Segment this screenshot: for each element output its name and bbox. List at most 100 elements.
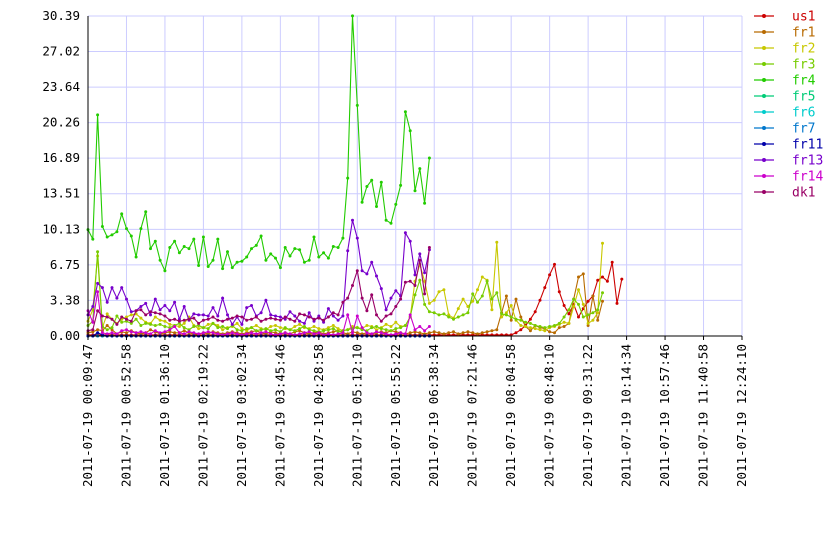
data-point xyxy=(168,309,172,313)
data-point xyxy=(168,322,172,326)
data-point xyxy=(298,319,302,323)
data-point xyxy=(509,318,513,322)
data-point xyxy=(351,14,354,18)
data-point xyxy=(379,331,383,335)
data-point xyxy=(442,288,446,292)
data-point xyxy=(427,246,431,249)
y-tick-label: 16.89 xyxy=(42,150,80,165)
data-point xyxy=(312,329,316,333)
data-point xyxy=(230,316,234,320)
data-point xyxy=(182,318,186,322)
data-point xyxy=(197,332,201,336)
series-dk1 xyxy=(86,246,431,333)
data-point xyxy=(326,315,330,319)
data-point xyxy=(548,325,552,328)
data-point xyxy=(581,315,585,319)
data-point xyxy=(110,317,114,321)
data-point xyxy=(351,218,354,222)
legend-item-fr13: fr13 xyxy=(754,154,823,169)
data-point xyxy=(577,288,580,292)
data-point xyxy=(452,330,455,334)
legend-swatch-marker xyxy=(762,78,766,82)
data-point xyxy=(326,332,330,336)
data-point xyxy=(144,321,148,325)
data-point xyxy=(519,324,523,327)
data-point xyxy=(206,327,210,331)
data-point xyxy=(173,239,177,243)
x-tick-label: 2011-07-19 04:28:58 xyxy=(311,344,326,487)
data-point xyxy=(370,293,374,297)
data-point xyxy=(413,328,417,332)
data-point xyxy=(216,318,220,322)
legend-swatch-marker xyxy=(762,30,766,34)
data-point xyxy=(153,297,157,301)
data-point xyxy=(442,312,446,316)
data-point xyxy=(264,330,268,334)
data-point xyxy=(572,297,576,301)
data-point xyxy=(326,307,330,311)
data-point xyxy=(476,332,479,336)
data-point xyxy=(418,278,422,282)
data-point xyxy=(274,324,277,327)
data-point xyxy=(384,218,388,222)
data-point xyxy=(581,302,585,306)
data-point xyxy=(375,274,378,278)
legend-swatch-marker xyxy=(762,46,766,50)
data-point xyxy=(408,331,412,335)
data-point xyxy=(548,273,552,277)
data-point xyxy=(302,313,306,317)
data-point xyxy=(447,313,451,317)
data-point xyxy=(389,312,393,316)
data-point xyxy=(351,284,354,287)
series-fr13 xyxy=(86,218,431,326)
data-point xyxy=(163,319,167,323)
data-point xyxy=(182,332,186,336)
data-point xyxy=(375,328,378,332)
data-point xyxy=(125,328,128,332)
data-point xyxy=(153,329,157,333)
data-point xyxy=(326,328,330,332)
data-point xyxy=(418,258,422,262)
data-point xyxy=(476,300,479,304)
data-point xyxy=(336,327,340,331)
data-point xyxy=(240,259,244,263)
data-point xyxy=(519,315,523,319)
data-point xyxy=(471,292,475,296)
data-point xyxy=(413,284,417,287)
data-point xyxy=(370,178,374,182)
data-point xyxy=(206,314,210,318)
data-point xyxy=(601,275,604,279)
series-line-fr4 xyxy=(87,15,430,273)
data-point xyxy=(91,320,95,324)
data-point xyxy=(211,315,215,319)
data-point xyxy=(538,325,542,328)
data-point xyxy=(543,326,547,330)
data-point xyxy=(331,327,335,331)
data-point xyxy=(221,319,225,323)
data-point xyxy=(187,247,191,251)
x-tick-label: 2011-07-19 11:40:58 xyxy=(696,344,711,487)
data-point xyxy=(278,330,282,334)
data-point xyxy=(370,332,374,336)
data-point xyxy=(307,311,311,315)
data-point xyxy=(403,332,407,336)
data-point xyxy=(120,329,124,333)
data-point xyxy=(163,269,167,273)
data-point xyxy=(577,302,580,306)
data-point xyxy=(322,329,326,333)
data-point xyxy=(437,331,441,335)
data-point xyxy=(312,325,316,328)
data-point xyxy=(115,296,119,300)
data-point xyxy=(423,292,427,296)
data-point xyxy=(259,311,263,315)
data-point xyxy=(495,328,499,332)
data-point xyxy=(528,329,532,333)
legend-label: fr1 xyxy=(792,26,815,41)
data-point xyxy=(110,233,114,237)
series-line-us1 xyxy=(88,262,623,336)
data-point xyxy=(100,225,104,228)
data-point xyxy=(298,312,302,316)
data-point xyxy=(562,320,566,324)
data-point xyxy=(577,315,580,319)
data-point xyxy=(557,326,561,330)
